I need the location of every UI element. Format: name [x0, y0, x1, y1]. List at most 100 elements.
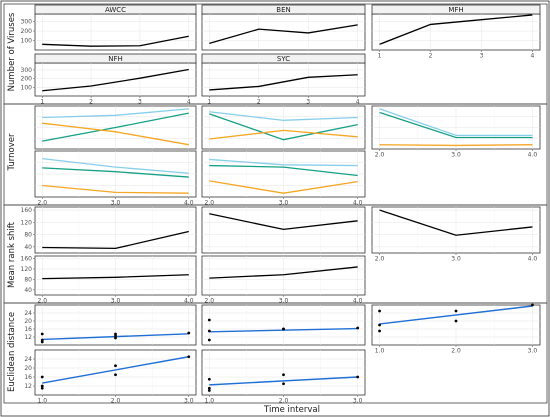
x-tick-label: 4.0 [528, 256, 538, 263]
panel-background [201, 62, 366, 97]
panel-3-4: 1.0 2.0 3.0 [201, 349, 366, 405]
data-point [207, 318, 211, 322]
data-point [356, 326, 360, 330]
x-tick-label: 4.0 [528, 152, 538, 159]
y-tick-label: 200 [21, 28, 33, 35]
data-point [378, 329, 381, 333]
y-tick-label: 16 [24, 326, 32, 333]
series-line-green [209, 164, 358, 177]
data-point [378, 309, 381, 313]
x-tick-label: 3.0 [451, 256, 461, 263]
data-point [114, 336, 117, 340]
panel-1-3: 2.0 3.0 4.0 [34, 150, 197, 207]
panel-background [201, 13, 366, 51]
x-tick-label: 2.0 [111, 398, 121, 405]
x-tick-label: 2 [429, 53, 433, 60]
x-tick-label: 3.0 [353, 398, 363, 405]
y-axis-label: Turnover [7, 133, 17, 171]
x-tick-label: 3.0 [184, 398, 194, 405]
x-tick-label: 3.0 [279, 200, 289, 207]
x-tick-label: 2 [89, 99, 93, 106]
panel-2-0: 40 80 120 160 [21, 206, 197, 254]
x-tick-label: 2.0 [205, 298, 215, 305]
x-tick-label: 2.0 [279, 398, 289, 405]
block-frame [3, 302, 548, 404]
y-tick-label: 40 [24, 244, 32, 251]
data-point [187, 355, 191, 359]
x-tick-label: 2 [257, 99, 261, 106]
y-tick-label: 120 [21, 219, 33, 226]
x-tick-label: 3.0 [111, 298, 121, 305]
chart-block-2: Mean rank shift 40 80 120 160 2.0 3.0 4.0 40 80 12… [3, 204, 548, 305]
x-tick-label: 4 [187, 99, 191, 106]
y-tick-label: 160 [21, 256, 33, 263]
x-tick-label: 3.0 [528, 348, 538, 355]
series-line-green [379, 111, 533, 139]
x-tick-label: 1.0 [37, 398, 47, 405]
panel-3-3: 12 16 20 24 1.0 2.0 3.0 [24, 349, 197, 405]
data-point [454, 309, 458, 313]
series-line-lightblue [42, 108, 189, 119]
series-line-black [42, 230, 189, 250]
fit-line [379, 305, 533, 325]
facet-strip-label: MFH [448, 6, 463, 14]
data-point [114, 334, 117, 338]
x-tick-label: 1 [207, 99, 211, 106]
x-tick-label: 1 [40, 99, 44, 106]
data-point [282, 373, 285, 377]
x-tick-label: 3.0 [111, 200, 121, 207]
y-tick-label: 24 [24, 310, 32, 317]
data-point [378, 323, 381, 327]
y-tick-label: 80 [24, 276, 32, 283]
series-line-lightblue [209, 111, 358, 121]
data-point [40, 332, 44, 336]
panel-3-1 [201, 304, 366, 346]
data-point [40, 386, 44, 390]
fit-line [209, 376, 358, 386]
data-point [40, 384, 44, 388]
x-tick-label: 3 [138, 99, 142, 106]
panel-2-1 [201, 206, 366, 254]
y-tick-label: 100 [21, 38, 33, 45]
series-line-lightblue [42, 158, 189, 174]
facet-strip-label: AWCC [105, 6, 126, 14]
series-line-orange [379, 144, 533, 147]
data-point [207, 389, 211, 392]
x-tick-label: 2.0 [37, 200, 47, 207]
data-point [282, 382, 285, 386]
x-tick-label: 1.0 [205, 398, 215, 405]
data-point [187, 331, 191, 335]
data-point [114, 332, 117, 336]
x-tick-label: 4.0 [353, 298, 363, 305]
panel-3-2: 1.0 2.0 3.0 [371, 303, 541, 355]
y-tick-label: 16 [24, 374, 32, 381]
series-line-black [42, 274, 189, 280]
panel-1-2: 2.0 3.0 4.0 [371, 105, 541, 159]
panel-1-0 [34, 105, 197, 150]
data-point [282, 327, 285, 331]
y-tick-label: 24 [24, 356, 32, 363]
series-line-green [209, 113, 358, 141]
panel-2-4: 2.0 3.0 4.0 [201, 255, 366, 305]
x-tick-label: 3.0 [451, 152, 461, 159]
series-line-orange [209, 180, 358, 194]
chart-block-1: Turnover 2.0 3.0 4.0 2.0 3.0 4.0 2.0 3.0 4.0 [3, 103, 548, 207]
series-line-black [42, 68, 189, 92]
y-tick-label: 12 [24, 334, 32, 341]
data-point [40, 375, 44, 379]
series-line-black [379, 209, 533, 236]
y-axis-label: Mean rank shift [7, 221, 17, 288]
panel-0-0: AWCC 100 200 300 [21, 4, 197, 51]
series-line-black [42, 35, 189, 47]
facet-strip [371, 4, 541, 15]
panel-0-2: MFH 1 2 3 4 [371, 4, 541, 60]
series-line-green [42, 167, 189, 178]
x-tick-label: 3 [306, 99, 310, 106]
data-point [40, 338, 44, 342]
fit-line [42, 356, 189, 384]
data-point [114, 364, 117, 368]
series-line-black [209, 74, 358, 91]
